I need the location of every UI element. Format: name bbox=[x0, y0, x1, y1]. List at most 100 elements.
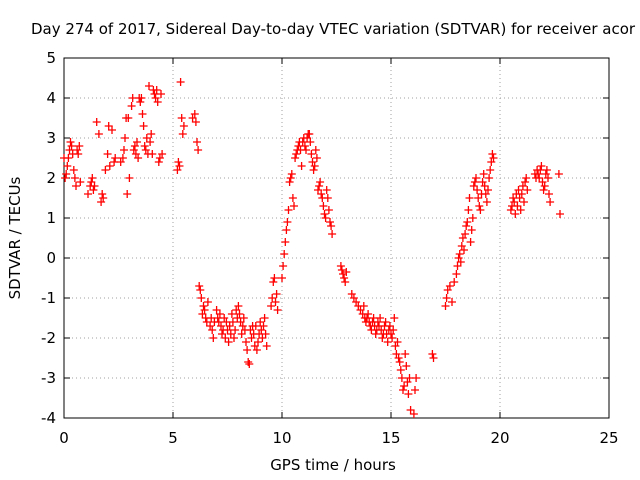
data-point bbox=[267, 302, 276, 310]
data-point bbox=[402, 362, 411, 370]
data-point bbox=[396, 366, 405, 374]
data-point bbox=[271, 298, 280, 306]
data-point bbox=[315, 182, 324, 190]
data-point bbox=[147, 130, 156, 138]
data-point bbox=[108, 126, 116, 134]
data-point bbox=[321, 214, 330, 222]
data-point bbox=[84, 190, 92, 198]
data-point bbox=[123, 190, 132, 198]
data-point bbox=[448, 298, 456, 306]
data-point bbox=[129, 146, 138, 154]
data-point bbox=[273, 306, 282, 314]
x-tick-label: 25 bbox=[599, 429, 618, 447]
data-point bbox=[485, 174, 494, 182]
data-point bbox=[281, 238, 290, 246]
data-point bbox=[465, 194, 474, 202]
data-point bbox=[511, 210, 520, 218]
data-point bbox=[452, 270, 461, 278]
axis-ticks: 0 5 10 15 20 25 -4 -3 -2 -1 0 1 2 3 4 5 bbox=[41, 49, 619, 447]
data-point bbox=[280, 250, 289, 258]
data-series bbox=[60, 78, 564, 418]
data-point bbox=[320, 210, 329, 218]
data-point bbox=[69, 166, 78, 174]
data-point bbox=[456, 258, 465, 266]
data-point bbox=[70, 174, 79, 182]
data-point bbox=[152, 86, 161, 94]
data-point bbox=[148, 150, 157, 158]
data-point bbox=[404, 390, 413, 398]
data-point bbox=[284, 206, 293, 214]
data-point bbox=[429, 354, 438, 362]
data-point bbox=[517, 190, 526, 198]
data-point bbox=[412, 374, 421, 382]
data-point bbox=[101, 166, 110, 174]
data-point bbox=[125, 174, 134, 182]
data-point bbox=[228, 318, 237, 326]
data-point bbox=[61, 174, 70, 182]
data-point bbox=[242, 338, 250, 346]
y-tick-label: -2 bbox=[41, 329, 56, 347]
data-point bbox=[381, 318, 390, 326]
data-point bbox=[203, 298, 212, 306]
data-point bbox=[317, 190, 326, 198]
data-point bbox=[342, 268, 351, 276]
data-point bbox=[176, 78, 185, 86]
data-point bbox=[523, 186, 532, 194]
data-point bbox=[554, 170, 563, 178]
data-point bbox=[282, 226, 291, 234]
data-point bbox=[364, 310, 373, 318]
y-tick-label: 3 bbox=[46, 129, 56, 147]
data-point bbox=[516, 206, 525, 214]
data-point bbox=[105, 162, 114, 170]
data-point bbox=[239, 314, 248, 322]
data-point bbox=[441, 302, 450, 310]
data-point bbox=[197, 294, 206, 302]
data-point bbox=[262, 342, 271, 350]
data-point bbox=[388, 334, 397, 342]
data-point bbox=[460, 246, 468, 254]
data-point bbox=[227, 310, 236, 318]
data-point bbox=[196, 286, 205, 294]
data-point bbox=[556, 210, 564, 218]
data-point bbox=[193, 138, 201, 146]
data-point bbox=[520, 198, 528, 206]
data-point bbox=[230, 334, 238, 342]
data-point bbox=[199, 302, 208, 310]
data-point bbox=[151, 94, 160, 102]
data-point bbox=[409, 410, 418, 418]
data-point bbox=[484, 186, 492, 194]
data-point bbox=[124, 114, 133, 122]
data-point bbox=[389, 326, 398, 334]
data-point bbox=[445, 282, 454, 290]
data-point bbox=[157, 90, 165, 98]
y-tick-label: 5 bbox=[46, 49, 56, 67]
data-point bbox=[323, 194, 332, 202]
data-point bbox=[542, 166, 551, 174]
data-point bbox=[64, 154, 73, 162]
data-point bbox=[90, 182, 99, 190]
data-point bbox=[359, 302, 368, 310]
data-point bbox=[463, 218, 472, 226]
data-point bbox=[312, 154, 321, 162]
data-point bbox=[215, 310, 224, 318]
data-point bbox=[179, 122, 188, 130]
data-point bbox=[327, 222, 336, 230]
data-point bbox=[540, 182, 549, 190]
data-point bbox=[177, 114, 186, 122]
data-point bbox=[326, 218, 334, 226]
data-point bbox=[286, 174, 295, 182]
data-point bbox=[154, 158, 163, 166]
data-point bbox=[103, 150, 112, 158]
x-tick-label: 20 bbox=[490, 429, 509, 447]
data-point bbox=[121, 134, 129, 142]
data-point bbox=[489, 154, 498, 162]
data-point bbox=[545, 190, 553, 198]
data-point bbox=[261, 330, 270, 338]
y-tick-label: 2 bbox=[46, 169, 56, 187]
data-point bbox=[92, 118, 101, 126]
data-point bbox=[99, 194, 108, 202]
data-point bbox=[472, 174, 480, 182]
data-point bbox=[285, 178, 294, 186]
data-point bbox=[467, 226, 476, 234]
